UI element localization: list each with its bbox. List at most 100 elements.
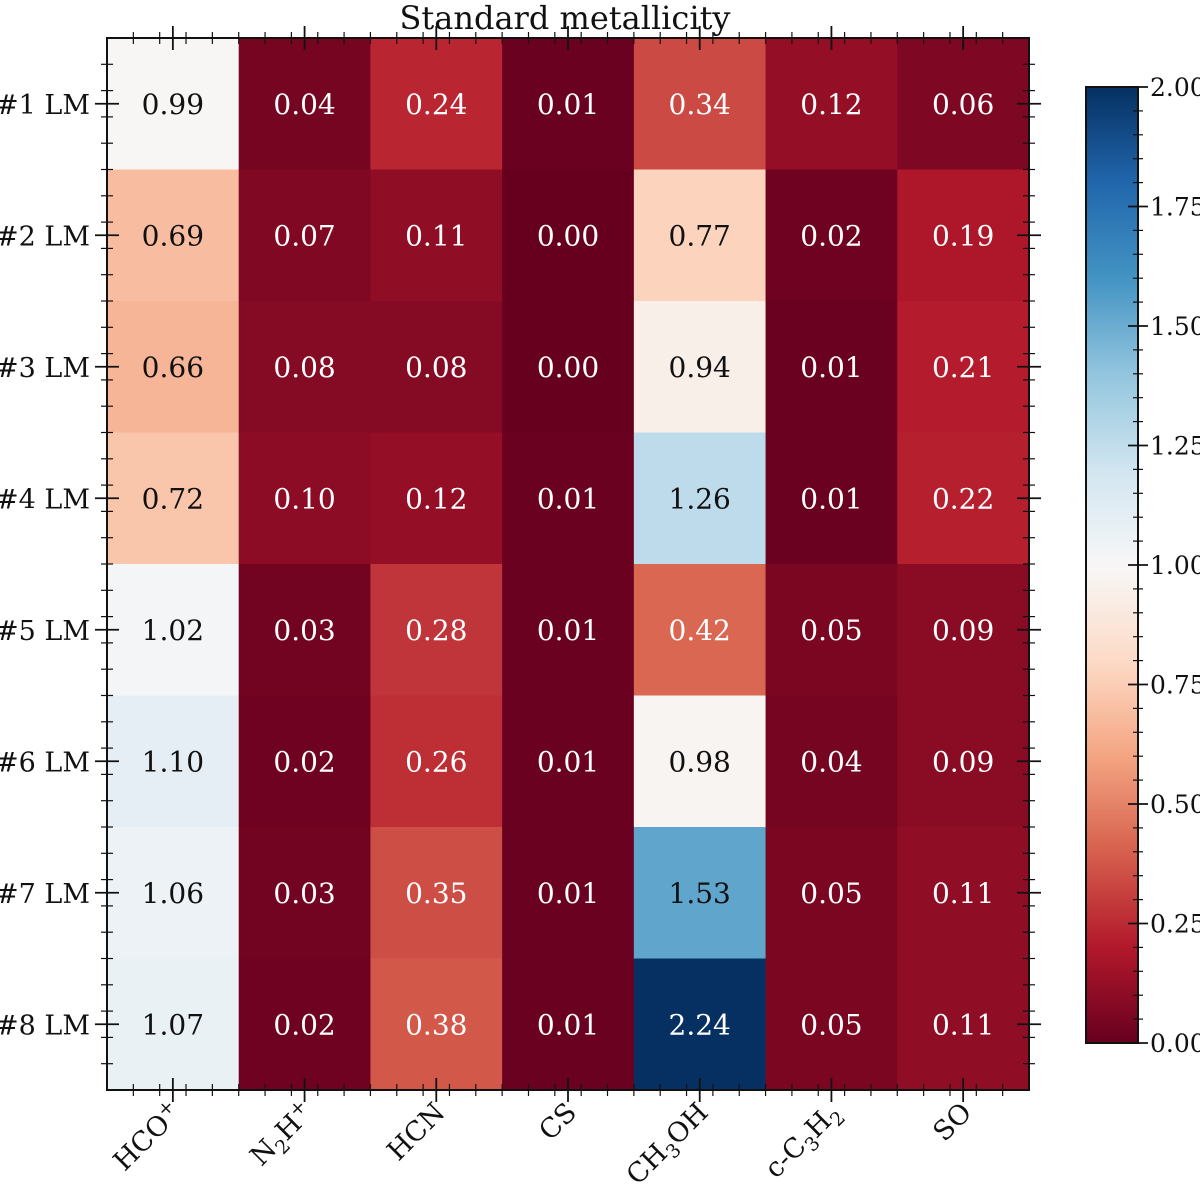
- heatmap-cell: [502, 695, 635, 828]
- cell-value-label: 0.01: [537, 877, 599, 910]
- heatmap-cell: [238, 564, 372, 697]
- heatmap-cell: [765, 695, 898, 828]
- cell-value-label: 0.05: [800, 877, 862, 910]
- x-tick-label: HCO+: [106, 1095, 188, 1177]
- heatmap-cell: [765, 432, 898, 565]
- cell-value-label: 0.09: [932, 614, 994, 647]
- cell-value-label: 0.02: [273, 1008, 335, 1041]
- heatmap-cell: [897, 38, 1030, 171]
- heatmap-cell: [765, 169, 898, 302]
- cell-value-label: 0.12: [405, 482, 467, 515]
- heatmap-cell: [765, 38, 898, 171]
- cell-value-label: 0.09: [932, 745, 994, 778]
- heatmap-cell: [107, 301, 240, 434]
- y-tick-label: #2 LM: [0, 221, 90, 252]
- heatmap-cell: [633, 695, 767, 828]
- heatmap-cells: [107, 38, 1030, 1091]
- cell-value-label: 0.01: [537, 482, 599, 515]
- heatmap-cell: [633, 432, 767, 565]
- heatmap-cell: [107, 432, 240, 565]
- cell-value-label: 0.11: [932, 1008, 994, 1041]
- cell-value-label: 0.01: [537, 88, 599, 121]
- heatmap-cell: [502, 958, 635, 1091]
- heatmap-cell: [502, 169, 635, 302]
- x-tick-label: SO: [927, 1097, 978, 1148]
- heatmap-cell: [633, 38, 767, 171]
- heatmap-cell: [897, 827, 1030, 960]
- cell-value-label: 0.38: [405, 1008, 467, 1041]
- cell-value-label: 0.01: [800, 482, 862, 515]
- cell-value-label: 1.26: [669, 482, 731, 515]
- cell-value-label: 1.02: [142, 614, 204, 647]
- cell-value-label: 0.12: [800, 88, 862, 121]
- cell-value-label: 0.01: [537, 1008, 599, 1041]
- cell-value-label: 0.98: [669, 745, 731, 778]
- cell-value-label: 0.19: [932, 219, 994, 252]
- cell-value-label: 1.06: [142, 877, 204, 910]
- colorbar-tick-label: 1.75: [1150, 193, 1200, 222]
- y-tick-label: #8 LM: [0, 1010, 90, 1041]
- cell-value-label: 0.35: [405, 877, 467, 910]
- y-tick-label: #4 LM: [0, 484, 90, 515]
- heatmap-cell: [238, 958, 372, 1091]
- heatmap-cell: [897, 169, 1030, 302]
- heatmap-cell: [370, 695, 503, 828]
- colorbar: 0.00 0.25 0.50 0.75 1.00 1.25 1.50 1.75 2.00: [1085, 73, 1200, 1058]
- heatmap-cell: [370, 432, 503, 565]
- y-tick-label: #5 LM: [0, 616, 90, 647]
- heatmap-cell: [238, 301, 372, 434]
- colorbar-tick-label: 1.00: [1150, 551, 1200, 580]
- cell-value-label: 0.26: [405, 745, 467, 778]
- cell-value-label: 0.00: [537, 219, 599, 252]
- cell-value-label: 0.08: [273, 351, 335, 384]
- colorbar-tick-label: 2.00: [1150, 73, 1200, 102]
- x-tick-labels: HCO+ N2H+ HCN CS CH3OH c-C3H2 SO: [106, 1095, 978, 1187]
- heatmap-cell: [633, 301, 767, 434]
- cell-value-label: 0.22: [932, 482, 994, 515]
- heatmap-cell: [502, 827, 635, 960]
- cell-value-label: 0.05: [800, 1008, 862, 1041]
- heatmap-cell: [897, 564, 1030, 697]
- cell-value-label: 0.11: [405, 219, 467, 252]
- y-tick-label: #7 LM: [0, 879, 90, 910]
- cell-value-label: 0.03: [273, 614, 335, 647]
- cell-value-label: 1.53: [669, 877, 731, 910]
- heatmap-cell: [238, 432, 372, 565]
- heatmap-cell: [107, 169, 240, 302]
- cell-value-label: 0.04: [800, 745, 862, 778]
- cell-value-label: 0.24: [405, 88, 467, 121]
- cell-value-label: 0.02: [800, 219, 862, 252]
- x-tick-label: CS: [533, 1097, 583, 1147]
- x-tick-label: CH3OH: [621, 1097, 719, 1187]
- heatmap-cell: [107, 695, 240, 828]
- colorbar-tick-label: 0.75: [1150, 671, 1200, 700]
- colorbar-tick-label: 0.00: [1150, 1029, 1200, 1058]
- cell-value-label: 0.69: [142, 219, 204, 252]
- cell-value-label: 0.01: [800, 351, 862, 384]
- cell-value-label: 0.04: [273, 88, 335, 121]
- cell-value-label: 0.05: [800, 614, 862, 647]
- heatmap-cell: [633, 169, 767, 302]
- y-tick-labels: #1 LM #2 LM #3 LM #4 LM #5 LM #6 LM #7 LM #8 LM: [0, 90, 90, 1042]
- heatmap-cell: [370, 827, 503, 960]
- cell-value-label: 0.34: [669, 88, 731, 121]
- heatmap-cell: [238, 169, 372, 302]
- heatmap-cell: [897, 958, 1030, 1091]
- cell-value-label: 0.07: [273, 219, 335, 252]
- heatmap-cell: [370, 169, 503, 302]
- cell-value-label: 0.03: [273, 877, 335, 910]
- cell-value-label: 0.06: [932, 88, 994, 121]
- heatmap-cell: [370, 958, 503, 1091]
- heatmap-cell: [107, 564, 240, 697]
- x-tick-label: HCN: [381, 1097, 451, 1167]
- heatmap-cell: [107, 958, 240, 1091]
- y-tick-label: #3 LM: [0, 353, 90, 384]
- cell-value-label: 0.72: [142, 482, 204, 515]
- heatmap-cell: [370, 564, 503, 697]
- cell-value-label: 0.28: [405, 614, 467, 647]
- colorbar-tick-label: 0.50: [1150, 790, 1200, 819]
- heatmap-cell: [107, 827, 240, 960]
- heatmap-cell: [897, 432, 1030, 565]
- heatmap-cell: [633, 564, 767, 697]
